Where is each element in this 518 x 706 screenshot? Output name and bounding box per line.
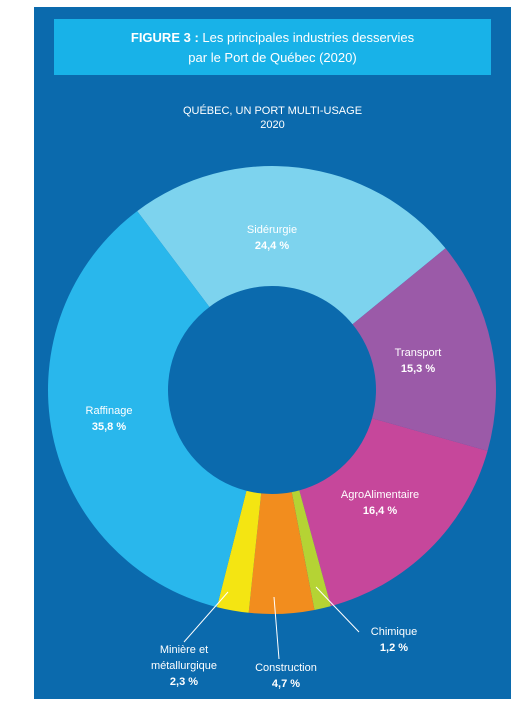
figure-title-box: FIGURE 3 : Les principales industries de… xyxy=(54,19,491,75)
figure-number: FIGURE 3 : xyxy=(130,30,199,45)
figure-panel: FIGURE 3 : Les principales industries de… xyxy=(34,7,511,699)
slice-raffinage xyxy=(47,211,247,608)
slice-value: 16,4 % xyxy=(363,505,397,517)
leader-line xyxy=(183,591,229,643)
slice-sid-rurgie xyxy=(137,166,446,325)
chart-title-block: QUÉBEC, UN PORT MULTI-USAGE 2020 xyxy=(34,104,511,132)
slice-chimique xyxy=(291,490,331,610)
slice-labels: Sidérurgie 24,4 % Transport 15,3 % AgroAlime… xyxy=(86,224,442,690)
slice-label: Construction xyxy=(255,662,317,674)
figure-title-line2: par le Port de Québec (2020) xyxy=(188,50,357,65)
chart-title: QUÉBEC, UN PORT MULTI-USAGE xyxy=(182,105,363,117)
figure-title-line1: Les principales industries desservies xyxy=(202,30,415,45)
slice-transport xyxy=(352,248,497,451)
slice-agroalimentaire xyxy=(299,418,488,607)
slice-label: Sidérurgie xyxy=(247,224,297,236)
slice-label: Minière et xyxy=(160,644,208,656)
slice-label: Transport xyxy=(395,347,442,359)
leader-line xyxy=(315,586,360,633)
slice-label: Chimique xyxy=(371,626,417,638)
slice-value: 15,3 % xyxy=(401,363,435,375)
donut-chart: Sidérurgie 24,4 % Transport 15,3 % AgroAlime… xyxy=(47,166,497,690)
slice-label: métallurgique xyxy=(151,660,217,672)
slice-value: 1,2 % xyxy=(380,642,408,654)
chart-year: 2020 xyxy=(260,119,285,131)
slice-value: 35,8 % xyxy=(92,421,126,433)
donut-slices xyxy=(47,166,497,614)
slice-value: 24,4 % xyxy=(255,240,289,252)
slice-value: 2,3 % xyxy=(170,676,198,688)
slice-label: Raffinage xyxy=(86,405,133,417)
slice-mini-re-et-m-tallurgique xyxy=(216,490,262,613)
leader-line xyxy=(273,596,280,660)
slice-construction xyxy=(248,492,315,614)
leader-lines xyxy=(183,586,360,660)
slice-value: 4,7 % xyxy=(272,678,300,690)
slice-label: AgroAlimentaire xyxy=(341,489,419,501)
